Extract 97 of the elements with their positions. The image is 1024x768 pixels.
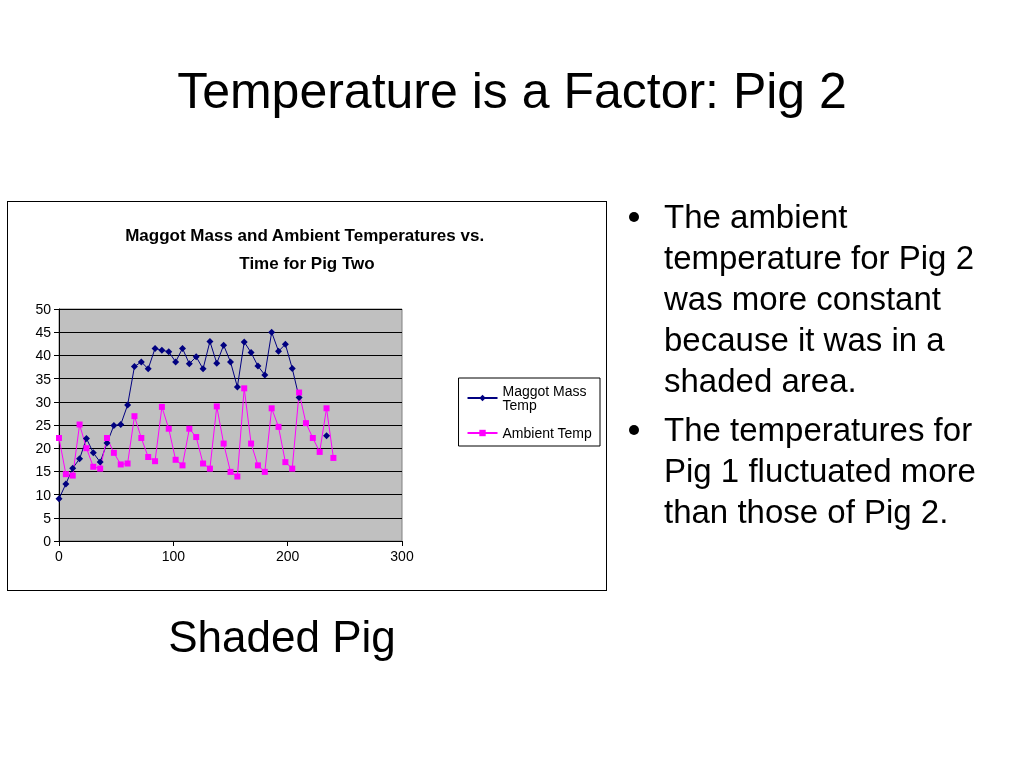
point: [96, 458, 104, 466]
point: [247, 349, 255, 357]
point: [227, 358, 234, 366]
point: [240, 338, 248, 346]
point: [261, 468, 268, 475]
point: [165, 348, 173, 356]
point: [158, 403, 165, 410]
point: [69, 464, 77, 472]
point: [193, 434, 200, 441]
point: [186, 425, 193, 432]
y-tick-label: 35: [35, 370, 52, 387]
point: [83, 445, 90, 452]
y-tick-label: 45: [35, 324, 52, 341]
text: The temperatures for Pig 1 fluctuated more than those of Pig 2.: [664, 410, 977, 532]
point: [248, 440, 255, 447]
point: [296, 389, 303, 396]
point: [138, 434, 145, 441]
point: [330, 454, 337, 461]
x-tick-label: 200: [275, 548, 300, 564]
point: [316, 448, 323, 455]
point: [268, 328, 276, 336]
point: [179, 462, 186, 469]
point: [282, 459, 289, 466]
y-tick-label: 50: [35, 301, 52, 317]
point: [172, 358, 180, 366]
x-tick-label: 100: [161, 548, 186, 564]
point: [158, 346, 166, 354]
point: [220, 341, 228, 349]
point: [227, 468, 234, 475]
point: [206, 465, 213, 472]
point: [206, 337, 214, 345]
y-tick-label: 40: [35, 347, 52, 364]
point: [289, 465, 296, 472]
y-tick-label: 15: [35, 463, 52, 480]
text: The ambient temperature for Pig 2 was more constant because it was in a shaded area.: [664, 197, 975, 401]
point: [165, 425, 172, 432]
point: [56, 434, 62, 441]
point: [309, 434, 316, 441]
chart-subtitle: Maggot Mass and Ambient Temperatures vs. Time for Pig Two: [125, 225, 489, 273]
point: [110, 449, 117, 456]
y-tick-label: 30: [35, 393, 52, 410]
point: [172, 456, 179, 463]
point: [220, 440, 227, 447]
point: [82, 434, 90, 442]
point: [151, 344, 159, 352]
point: [117, 421, 125, 429]
legend-label: Ambient Temp: [502, 425, 592, 441]
point: [124, 460, 131, 467]
point: [97, 465, 104, 472]
point: [137, 358, 145, 366]
point: [213, 403, 220, 410]
point: [234, 473, 241, 480]
point: [323, 405, 330, 412]
point: [323, 432, 331, 440]
point: [268, 405, 275, 412]
point: [200, 460, 207, 467]
point: [275, 423, 282, 430]
point: [90, 463, 97, 470]
point: [185, 360, 193, 368]
point: [76, 455, 84, 463]
point: [288, 364, 296, 372]
point: [69, 472, 76, 479]
x-tick-label: 0: [55, 548, 64, 564]
point: [62, 480, 70, 488]
point: [144, 365, 152, 373]
point: [152, 458, 159, 465]
point: [89, 449, 97, 457]
point: [261, 371, 269, 379]
point: [178, 344, 186, 352]
point: [130, 363, 138, 371]
text: Temperature is a Factor: Pig 2: [176, 62, 848, 120]
point: [281, 340, 289, 348]
point: [275, 347, 283, 355]
point: [254, 462, 261, 469]
text: Shaded Pig: [167, 612, 397, 662]
point: [192, 353, 200, 361]
point: [241, 385, 248, 392]
y-tick-label: 10: [35, 486, 52, 503]
point: [62, 471, 69, 478]
point: [254, 362, 262, 370]
point: [199, 365, 207, 373]
point: [233, 383, 241, 391]
y-tick-label: 5: [43, 509, 52, 526]
point: [213, 359, 221, 367]
y-tick-label: 25: [35, 417, 52, 433]
x-tick-label: 300: [390, 548, 414, 564]
y-tick-label: 0: [43, 533, 52, 549]
point: [110, 421, 118, 429]
point: [104, 434, 111, 441]
point: [302, 420, 309, 427]
point: [145, 454, 152, 461]
point: [117, 461, 124, 468]
point: [76, 421, 83, 428]
y-tick-label: 20: [35, 440, 52, 457]
point: [124, 401, 132, 409]
point: [131, 413, 138, 420]
legend-label: Maggot Mass Temp: [502, 383, 591, 413]
